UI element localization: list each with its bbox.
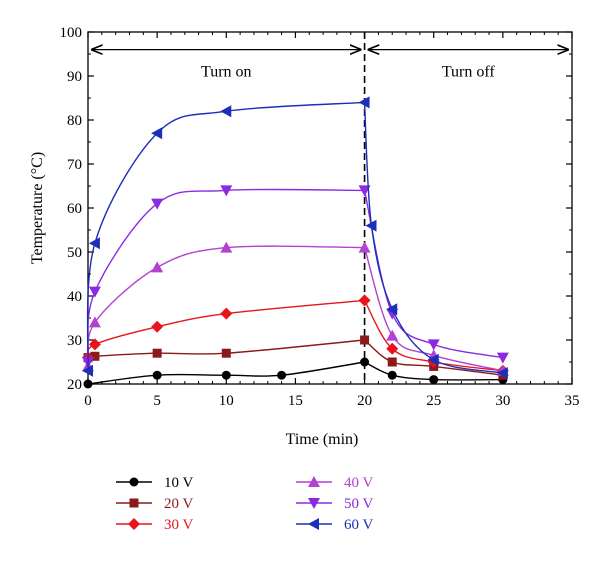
y-tick-label: 50: [67, 245, 82, 261]
data-point: [151, 261, 164, 273]
series-line-cooling: [363, 247, 504, 372]
y-tick-label: 60: [67, 201, 82, 217]
legend-marker: [308, 498, 320, 509]
series-line-cooling: [363, 102, 503, 374]
data-point: [221, 348, 231, 358]
series-group: [82, 96, 509, 389]
data-point: [427, 339, 440, 351]
data-point: [429, 375, 439, 385]
y-tick-label: 70: [67, 157, 82, 173]
annotations: Turn on Turn off: [91, 32, 569, 384]
data-point: [88, 316, 101, 328]
data-point: [220, 241, 233, 253]
legend-label: 20 V: [164, 496, 193, 512]
x-tick-label: 25: [426, 393, 441, 409]
series-50v: [82, 185, 509, 368]
annotation-label: Turn on: [201, 64, 252, 81]
x-tick-label: 0: [84, 393, 92, 409]
legend-label: 10 V: [164, 475, 193, 491]
legend-item: 40 V: [296, 475, 373, 491]
data-point: [221, 370, 231, 380]
x-tick-label: 10: [219, 393, 234, 409]
series-40v: [82, 241, 509, 376]
x-tick-label: 20: [357, 393, 372, 409]
data-point: [277, 370, 287, 380]
legend-marker: [129, 498, 139, 508]
legend-label: 60 V: [344, 517, 373, 533]
x-tick-label: 15: [288, 393, 303, 409]
data-point: [151, 198, 164, 210]
series-line-heating: [86, 299, 365, 358]
data-point: [358, 294, 371, 307]
series-60v: [82, 96, 508, 379]
data-point: [427, 353, 439, 366]
x-tick-label: 5: [153, 393, 161, 409]
y-tick-label: 20: [67, 377, 82, 393]
series-line-cooling: [364, 361, 503, 381]
data-point: [220, 105, 232, 118]
data-point: [365, 219, 377, 232]
annotation-label: Turn off: [442, 64, 496, 81]
axis-ticks: 0 5 10 15 20 25 30 35 20 30 40 50 60 70 80 90 100: [60, 25, 580, 409]
data-point: [88, 286, 101, 298]
legend-marker: [128, 518, 140, 530]
legend-item: 60 V: [296, 517, 373, 533]
series-line-cooling: [363, 300, 503, 372]
series-line-cooling: [363, 190, 503, 359]
data-point: [220, 185, 233, 197]
data-point: [496, 352, 509, 364]
plot-frame: [87, 31, 573, 385]
data-point: [387, 357, 397, 367]
legend-marker: [129, 477, 139, 487]
y-tick-label: 90: [67, 69, 82, 85]
series-line-heating: [86, 188, 365, 363]
data-point: [358, 185, 371, 197]
y-tick-label: 100: [60, 25, 83, 41]
data-point: [386, 329, 399, 341]
data-point: [90, 351, 100, 361]
x-tick-label: 35: [565, 393, 580, 409]
legend-label: 30 V: [164, 517, 193, 533]
legend-item: 30 V: [116, 517, 193, 533]
data-point: [82, 364, 93, 377]
data-point: [496, 367, 508, 379]
legend: 10 V 20 V 30 V 40 V 50 V 60 V: [116, 475, 373, 533]
data-point: [152, 348, 162, 358]
series-line-heating: [86, 101, 365, 371]
data-point: [151, 127, 163, 140]
legend-item: 50 V: [296, 496, 373, 512]
legend-marker: [308, 476, 320, 487]
data-point: [386, 303, 398, 316]
x-axis-title: Time (min): [286, 431, 359, 448]
y-tick-label: 30: [67, 333, 82, 349]
plot-border: [87, 31, 573, 385]
series-line-heating: [86, 245, 365, 367]
y-tick-label: 80: [67, 113, 82, 129]
y-tick-label: 40: [67, 289, 82, 305]
data-point: [152, 370, 162, 380]
data-point: [220, 307, 233, 320]
legend-item: 10 V: [116, 475, 193, 491]
data-point: [88, 237, 100, 250]
data-point: [88, 338, 101, 351]
data-point: [360, 357, 370, 367]
x-tick-label: 30: [495, 393, 510, 409]
legend-label: 50 V: [344, 496, 373, 512]
data-point: [360, 335, 370, 345]
data-point: [387, 370, 397, 380]
legend-marker: [308, 518, 319, 530]
data-point: [358, 96, 370, 109]
legend-item: 20 V: [116, 496, 193, 512]
series-line-cooling: [364, 339, 503, 376]
data-point: [151, 320, 164, 333]
y-axis-title: Temperature (°C): [29, 152, 46, 264]
legend-label: 40 V: [344, 475, 373, 491]
data-point: [83, 379, 93, 389]
data-point: [386, 342, 399, 355]
data-point: [358, 241, 371, 253]
